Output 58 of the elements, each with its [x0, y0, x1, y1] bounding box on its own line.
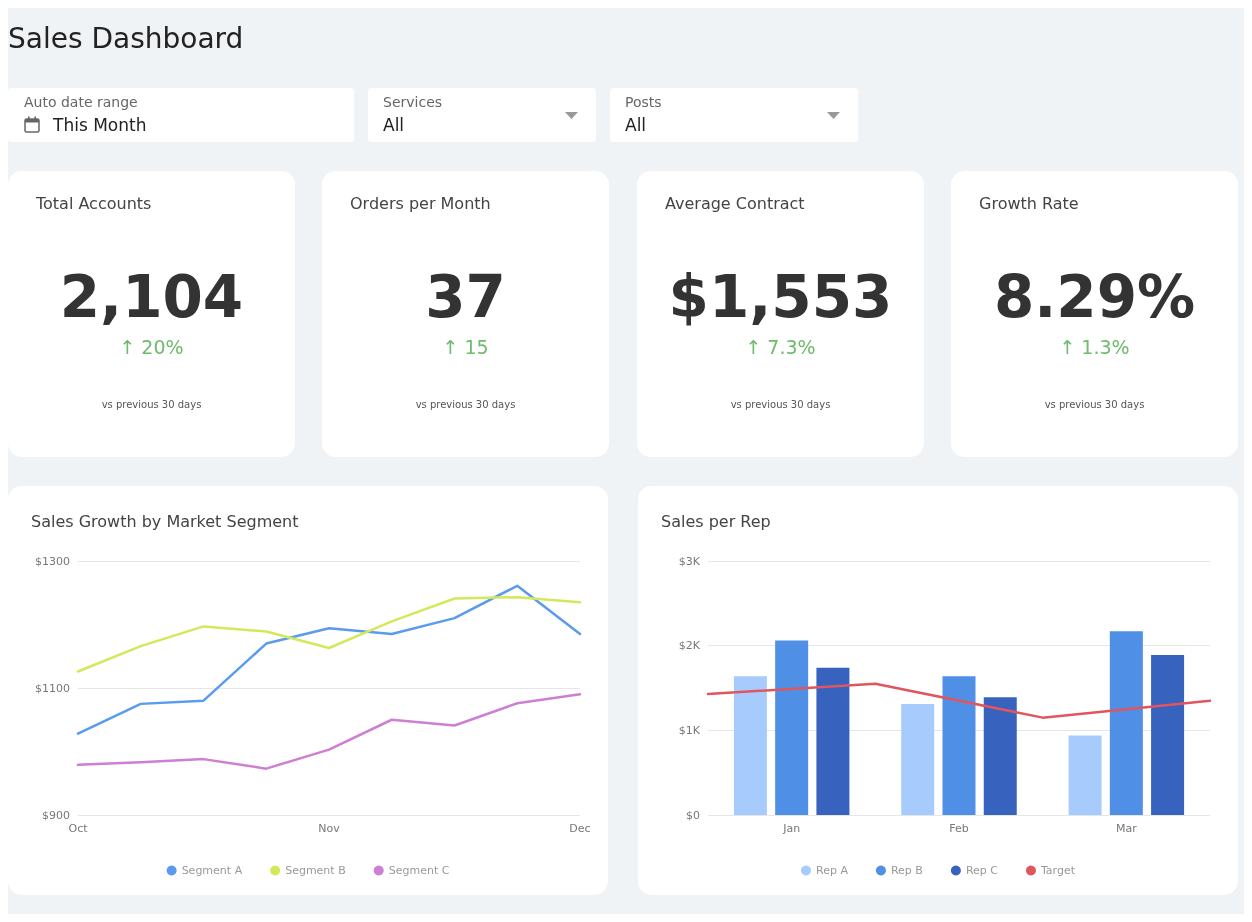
legend-label: Segment A	[181, 864, 243, 877]
x-tick-label: Dec	[569, 822, 591, 835]
chart-title: Sales Growth by Market Segment	[31, 511, 299, 531]
y-tick-label: $1300	[35, 554, 70, 568]
bar	[983, 697, 1017, 815]
text: ↑ 15	[441, 336, 490, 358]
text: All	[383, 115, 405, 135]
text: Services	[383, 94, 443, 110]
text: Total Accounts	[36, 194, 152, 213]
text: 37	[424, 263, 507, 331]
line-series	[76, 595, 582, 673]
bar	[1151, 654, 1185, 815]
text: Sales Dashboard	[8, 22, 244, 55]
text: ↑ 1.3%	[1058, 336, 1131, 358]
text: All	[625, 115, 647, 135]
bar	[1068, 735, 1102, 815]
legend-label: Rep C	[965, 864, 999, 877]
bar	[816, 667, 850, 815]
line-series	[76, 584, 582, 735]
x-tick-label: Jan	[782, 822, 801, 835]
legend-label: Target	[1039, 864, 1076, 877]
text: vs previous 30 days	[100, 399, 203, 410]
y-tick-label: $1K	[678, 723, 701, 737]
text: This Month	[53, 115, 147, 135]
line-series	[76, 693, 582, 770]
text: Average Contract	[665, 194, 805, 213]
legend-label: Segment C	[388, 864, 450, 877]
y-tick-label: $0	[686, 808, 700, 822]
legend-label: Segment B	[285, 864, 346, 877]
text: 8.29%	[992, 263, 1197, 331]
bar	[901, 704, 935, 815]
y-tick-label: $3K	[678, 554, 701, 568]
text: Posts	[625, 94, 662, 110]
x-tick-label: Oct	[68, 822, 89, 835]
y-tick-label: $1100	[35, 681, 70, 695]
bar	[775, 640, 809, 815]
text: Auto date range	[24, 94, 138, 110]
text: Orders per Month	[350, 194, 491, 213]
text: ↑ 7.3%	[744, 336, 817, 358]
bar	[733, 676, 767, 815]
y-tick-label: $900	[42, 808, 70, 822]
chart-title: Sales per Rep	[661, 511, 771, 531]
line-series	[706, 682, 1212, 719]
y-tick-label: $2K	[678, 639, 701, 653]
legend-label: Rep A	[816, 864, 849, 877]
x-tick-label: Feb	[949, 822, 969, 835]
bar	[1109, 631, 1143, 815]
text: $1,553	[667, 263, 894, 331]
x-tick-label: Mar	[1115, 822, 1138, 835]
text: vs previous 30 days	[729, 399, 832, 410]
text: ↑ 20%	[118, 336, 185, 358]
text: vs previous 30 days	[414, 399, 517, 410]
bar	[942, 676, 976, 815]
text: 2,104	[58, 263, 245, 331]
text: Growth Rate	[979, 194, 1079, 213]
legend-label: Rep B	[890, 864, 923, 877]
text: vs previous 30 days	[1043, 399, 1146, 410]
x-tick-label: Nov	[318, 822, 341, 835]
